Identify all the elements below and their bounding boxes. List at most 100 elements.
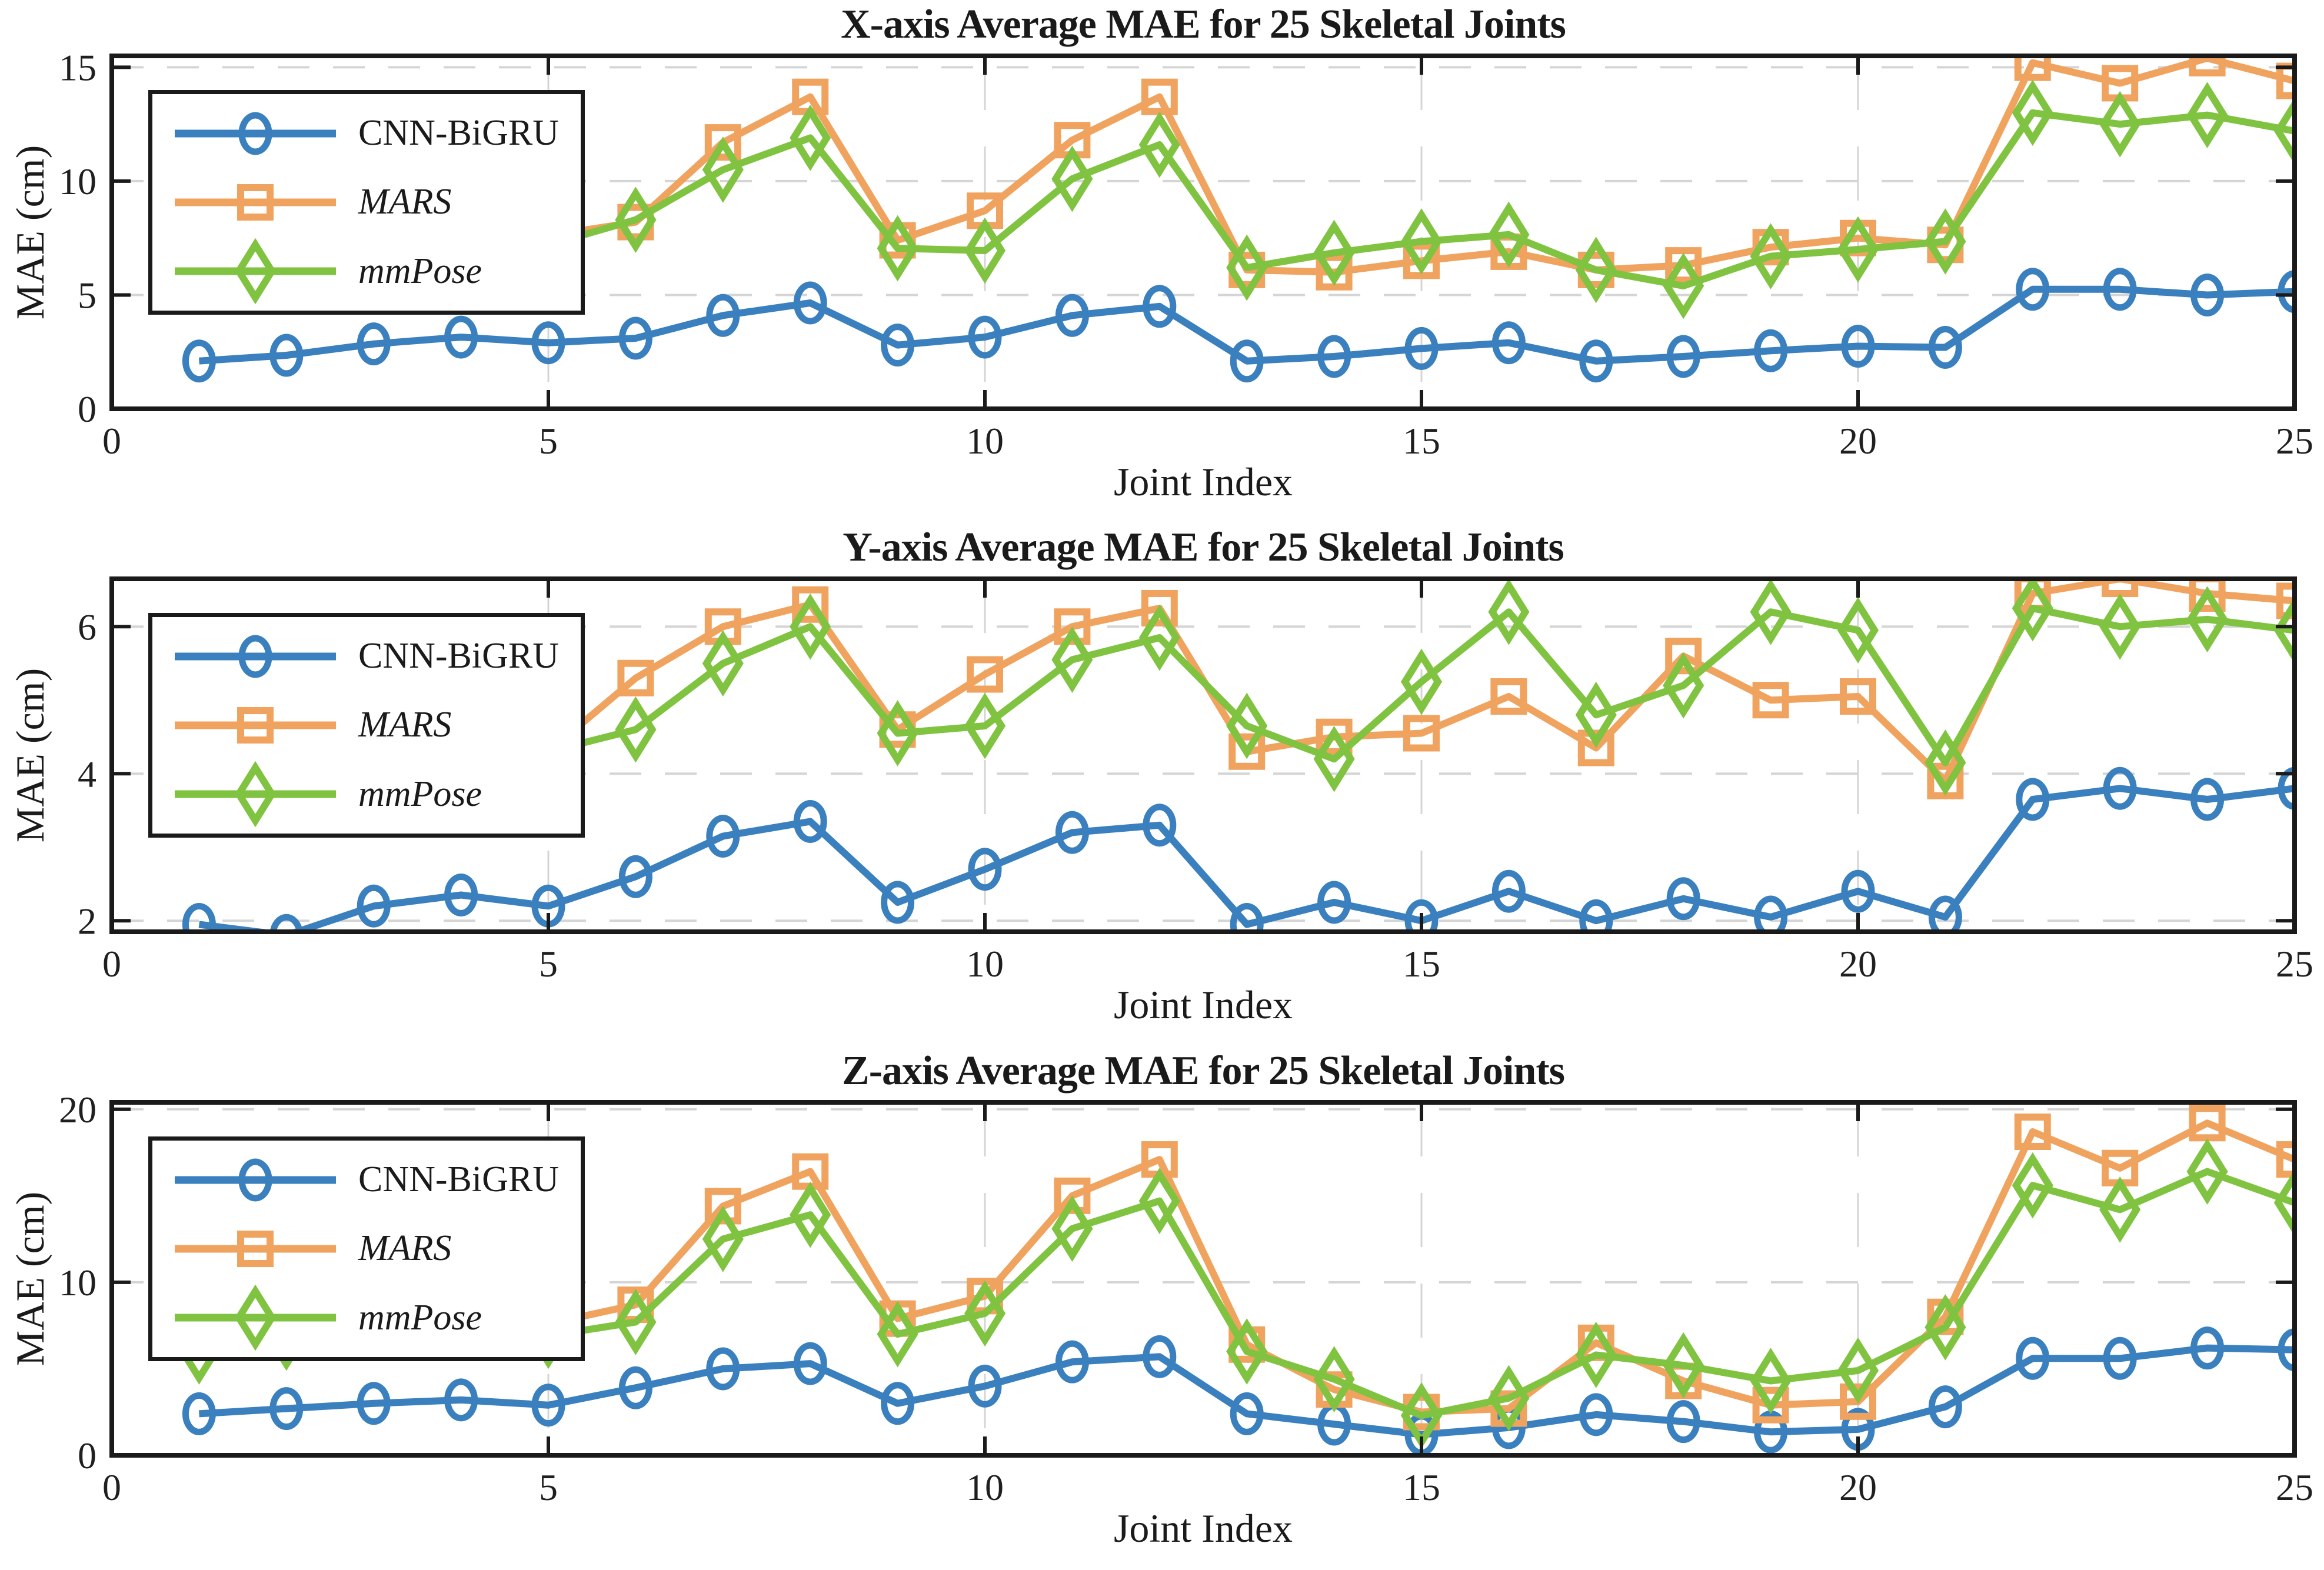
diamond-marker-icon — [2099, 1176, 2141, 1243]
chart-title: Z-axis Average MAE for 25 Skeletal Joint… — [842, 1048, 1565, 1094]
square-marker-icon — [792, 586, 829, 623]
circle-marker-icon — [793, 281, 827, 325]
circle-marker-icon — [2190, 273, 2225, 316]
circle-marker-icon — [238, 1158, 272, 1202]
diamond-marker-icon — [877, 700, 918, 766]
diamond-marker-icon — [1750, 1348, 1792, 1414]
plot-box — [109, 1100, 2297, 1458]
plot-box — [109, 54, 2297, 411]
circle-marker-icon — [1754, 329, 1788, 372]
circle-marker-icon — [1143, 1335, 1177, 1378]
circle-marker-icon — [2278, 766, 2295, 810]
circle-marker-icon — [269, 334, 304, 377]
circle-marker-icon — [531, 1384, 565, 1427]
circle-marker-icon — [968, 848, 1002, 891]
circle-marker-icon — [881, 1382, 915, 1425]
diamond-marker-icon — [1313, 1346, 1355, 1412]
diamond-marker-icon — [2012, 1152, 2053, 1219]
x-tick-label: 15 — [1403, 943, 1440, 985]
diamond-marker-icon — [2273, 1169, 2295, 1236]
legend-label: mmPose — [358, 251, 482, 291]
x-tick-label: 20 — [1839, 1466, 1877, 1508]
diamond-marker-icon — [1138, 604, 1180, 671]
diamond-marker-icon — [1837, 1337, 1879, 1404]
legend-label: MARS — [358, 182, 452, 222]
square-marker-icon — [1752, 1386, 1789, 1424]
diamond-marker-icon — [615, 696, 657, 763]
diamond-marker-icon — [234, 761, 277, 828]
x-tick-label: 20 — [1839, 420, 1877, 462]
circle-marker-icon — [444, 874, 478, 916]
y-tick-label: 20 — [59, 1089, 96, 1131]
diamond-marker-icon — [1925, 1294, 1966, 1361]
circle-legend-swatch-icon — [175, 635, 336, 678]
legend-label: mmPose — [358, 1297, 482, 1338]
square-marker-icon — [2276, 1141, 2295, 1178]
legend-label: MARS — [358, 1228, 452, 1269]
diamond-marker-icon — [1226, 234, 1268, 301]
y-tick-label: 0 — [78, 1435, 96, 1476]
square-marker-icon — [2276, 582, 2295, 619]
x-tick-label: 0 — [102, 1466, 121, 1508]
diamond-marker-icon — [1925, 729, 1966, 796]
diamond-marker-icon — [1051, 626, 1093, 693]
circle-marker-icon — [269, 1387, 304, 1431]
circle-marker-icon — [1055, 1340, 1089, 1384]
x-tick-label: 0 — [102, 420, 121, 462]
x-tick-label: 5 — [539, 420, 558, 462]
circle-marker-icon — [1055, 811, 1089, 854]
chart-title: Y-axis Average MAE for 25 Skeletal Joint… — [843, 525, 1564, 570]
circle-marker-icon — [2190, 1326, 2225, 1370]
legend-label: MARS — [358, 705, 452, 745]
circle-marker-icon — [618, 1366, 652, 1409]
x-tick-label: 10 — [966, 420, 1004, 462]
circle-marker-icon — [1841, 869, 1875, 913]
diamond-marker-icon — [702, 136, 744, 203]
circle-marker-icon — [1928, 1385, 1962, 1429]
circle-marker-icon — [2016, 1336, 2050, 1380]
circle-marker-icon — [1143, 285, 1177, 328]
series-line-cnn-bigru — [198, 785, 2295, 932]
square-marker-icon — [1840, 1383, 1876, 1420]
circle-marker-icon — [1928, 325, 1962, 369]
square-marker-icon — [2014, 1114, 2051, 1150]
circle-marker-icon — [444, 315, 478, 359]
diamond-marker-icon — [1138, 1168, 1180, 1235]
diamond-marker-icon — [702, 630, 744, 697]
diamond-marker-icon — [1575, 1322, 1617, 1388]
legend-item-cnn-bigru: CNN-BiGRU — [170, 1147, 581, 1213]
diamond-marker-icon — [790, 593, 831, 660]
square-marker-icon — [237, 706, 274, 744]
x-tick-label: 15 — [1403, 420, 1440, 462]
circle-marker-icon — [1317, 881, 1351, 924]
square-marker-icon — [1577, 729, 1614, 766]
plot-box — [109, 576, 2297, 934]
circle-marker-icon — [618, 316, 652, 360]
square-marker-icon — [2189, 579, 2226, 612]
diamond-legend-swatch-icon — [175, 761, 336, 828]
diamond-marker-icon — [1400, 208, 1443, 275]
circle-marker-icon — [1491, 869, 1526, 913]
diamond-marker-icon — [1663, 652, 1704, 719]
square-marker-icon — [1840, 678, 1876, 715]
legend-item-mmpose: mmPose — [170, 238, 581, 305]
square-marker-icon — [1141, 590, 1178, 626]
circle-marker-icon — [269, 914, 303, 932]
diamond-marker-icon — [1226, 692, 1268, 759]
square-marker-icon — [704, 124, 741, 161]
diamond-marker-icon — [1051, 1195, 1093, 1262]
circle-marker-icon — [238, 635, 272, 678]
diamond-marker-icon — [877, 215, 918, 282]
circle-marker-icon — [238, 112, 272, 155]
x-tick-label: 25 — [2276, 420, 2313, 462]
circle-marker-icon — [706, 294, 740, 337]
diamond-marker-icon — [2186, 82, 2228, 149]
circle-marker-icon — [1404, 899, 1439, 932]
circle-marker-icon — [357, 1382, 391, 1425]
circle-marker-icon — [182, 903, 216, 932]
diamond-marker-icon — [877, 1301, 918, 1368]
square-marker-icon — [617, 659, 654, 696]
x-tick-label: 25 — [2276, 943, 2313, 985]
y-tick-label: 4 — [78, 753, 96, 795]
